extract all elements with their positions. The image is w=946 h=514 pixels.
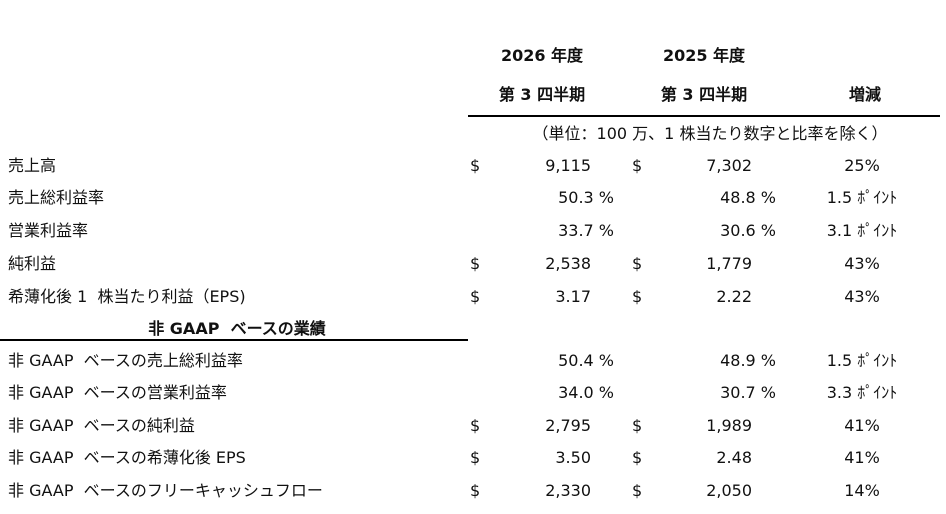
- change: 41%: [844, 416, 880, 435]
- currency: $: [632, 416, 643, 435]
- currency: $: [470, 481, 481, 500]
- currency: $: [470, 448, 481, 467]
- row-label: 希薄化後 1 株当たり利益（EPS): [8, 287, 246, 306]
- change: 41%: [844, 448, 880, 467]
- value-2025: 1,779: [706, 254, 752, 273]
- value-2026: 3.50: [555, 448, 591, 467]
- header-rule: [468, 115, 940, 117]
- value-2025: 2,050: [706, 481, 752, 500]
- section-rule: [0, 339, 468, 341]
- value-2026: 2,330: [545, 481, 591, 500]
- value-2025: 2.48: [716, 448, 752, 467]
- value-2026: 50.3 %: [558, 188, 614, 207]
- value-2026: 33.7 %: [558, 221, 614, 240]
- col2-year: 2025 年度: [662, 46, 746, 65]
- currency: $: [632, 254, 643, 273]
- value-2025: 48.9 %: [720, 351, 776, 370]
- change: 14%: [844, 481, 880, 500]
- change: 3.1 ﾎﾟｲﾝﾄ: [826, 221, 898, 240]
- change: 1.5 ﾎﾟｲﾝﾄ: [826, 351, 898, 370]
- row-label: 非 GAAP ベースのフリーキャッシュフロー: [8, 481, 323, 500]
- currency: $: [632, 287, 643, 306]
- change: 3.3 ﾎﾟｲﾝﾄ: [826, 383, 898, 402]
- row-label: 売上総利益率: [8, 188, 105, 207]
- row-label: 非 GAAP ベースの希薄化後 EPS: [8, 448, 246, 467]
- value-2026: 3.17: [555, 287, 591, 306]
- change-header: 増減: [848, 85, 882, 104]
- row-label: 売上高: [8, 156, 57, 175]
- row-label: 非 GAAP ベースの純利益: [8, 416, 195, 435]
- col1-year: 2026 年度: [500, 46, 584, 65]
- col2-quarter: 第 3 四半期: [660, 85, 748, 104]
- value-2025: 7,302: [706, 156, 752, 175]
- currency: $: [632, 481, 643, 500]
- value-2026: 50.4 %: [558, 351, 614, 370]
- value-2026: 9,115: [545, 156, 591, 175]
- value-2025: 30.6 %: [720, 221, 776, 240]
- row-label: 非 GAAP ベースの営業利益率: [8, 383, 227, 402]
- change: 43%: [844, 254, 880, 273]
- currency: $: [470, 416, 481, 435]
- currency: $: [632, 448, 643, 467]
- change: 43%: [844, 287, 880, 306]
- currency: $: [470, 287, 481, 306]
- currency: $: [632, 156, 643, 175]
- value-2025: 48.8 %: [720, 188, 776, 207]
- value-2026: 2,795: [545, 416, 591, 435]
- value-2026: 2,538: [545, 254, 591, 273]
- change: 1.5 ﾎﾟｲﾝﾄ: [826, 188, 898, 207]
- currency: $: [470, 156, 481, 175]
- currency: $: [470, 254, 481, 273]
- value-2025: 2.22: [716, 287, 752, 306]
- col1-quarter: 第 3 四半期: [498, 85, 586, 104]
- section-title: 非 GAAP ベースの業績: [148, 319, 326, 338]
- value-2026: 34.0 %: [558, 383, 614, 402]
- row-label: 純利益: [8, 254, 57, 273]
- value-2025: 30.7 %: [720, 383, 776, 402]
- row-label: 営業利益率: [8, 221, 89, 240]
- unit-note: （単位：100 万、1 株当たり数字と比率を除く）: [532, 124, 888, 143]
- value-2025: 1,989: [706, 416, 752, 435]
- change: 25%: [844, 156, 880, 175]
- row-label: 非 GAAP ベースの売上総利益率: [8, 351, 243, 370]
